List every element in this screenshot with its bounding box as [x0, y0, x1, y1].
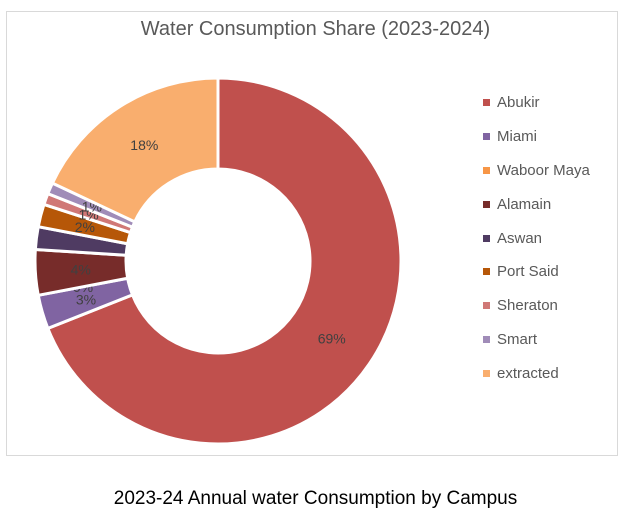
legend-swatch [483, 268, 490, 276]
legend-item-extracted: extracted [483, 356, 590, 390]
legend-label: Waboor Maya [497, 161, 590, 179]
legend-item-smart: Smart [483, 323, 590, 357]
legend-label: Sheraton [497, 297, 558, 315]
slice-extracted [50, 76, 220, 224]
legend-label: Aswan [497, 229, 543, 247]
legend-swatch [483, 369, 490, 377]
data-label-abukir: 69% [318, 330, 346, 346]
slice-abukir [45, 76, 403, 446]
legend-swatch [483, 133, 490, 141]
legend-label: Alamain [497, 195, 552, 213]
legend-swatch [483, 200, 490, 208]
data-label-port-said: 2% [75, 219, 95, 235]
legend-label: Miami [497, 128, 537, 146]
chart-title: Water Consumption Share (2023-2024) [140, 18, 491, 40]
legend-item-abukir: Abukir [483, 86, 590, 120]
legend-swatch [483, 302, 490, 310]
legend-swatch [483, 234, 490, 242]
legend-label: extracted [497, 364, 559, 382]
legend-label: Abukir [497, 94, 540, 112]
legend-swatch [483, 99, 490, 107]
legend-item-waboor-maya: Waboor Maya [483, 154, 590, 188]
legend-swatch [483, 335, 490, 343]
chart-legend: Abukir Miami Waboor Maya Alamain Aswan Port S… [483, 86, 590, 390]
legend-item-miami: Miami [483, 120, 590, 154]
legend-item-port-said: Port Said [483, 255, 590, 289]
legend-label: Port Said [497, 263, 559, 281]
figure-caption: 2023-24 Annual water Consumption by Camp… [113, 488, 518, 509]
data-label-alamain: 4% [71, 262, 91, 278]
legend-swatch [483, 166, 490, 174]
legend-item-alamain: Alamain [483, 187, 590, 221]
legend-item-aswan: Aswan [483, 221, 590, 255]
legend-label: Smart [497, 330, 538, 348]
data-label-extracted: 18% [130, 137, 158, 153]
data-label-miami: 3% [76, 291, 96, 307]
legend-item-sheraton: Sheraton [483, 289, 590, 323]
